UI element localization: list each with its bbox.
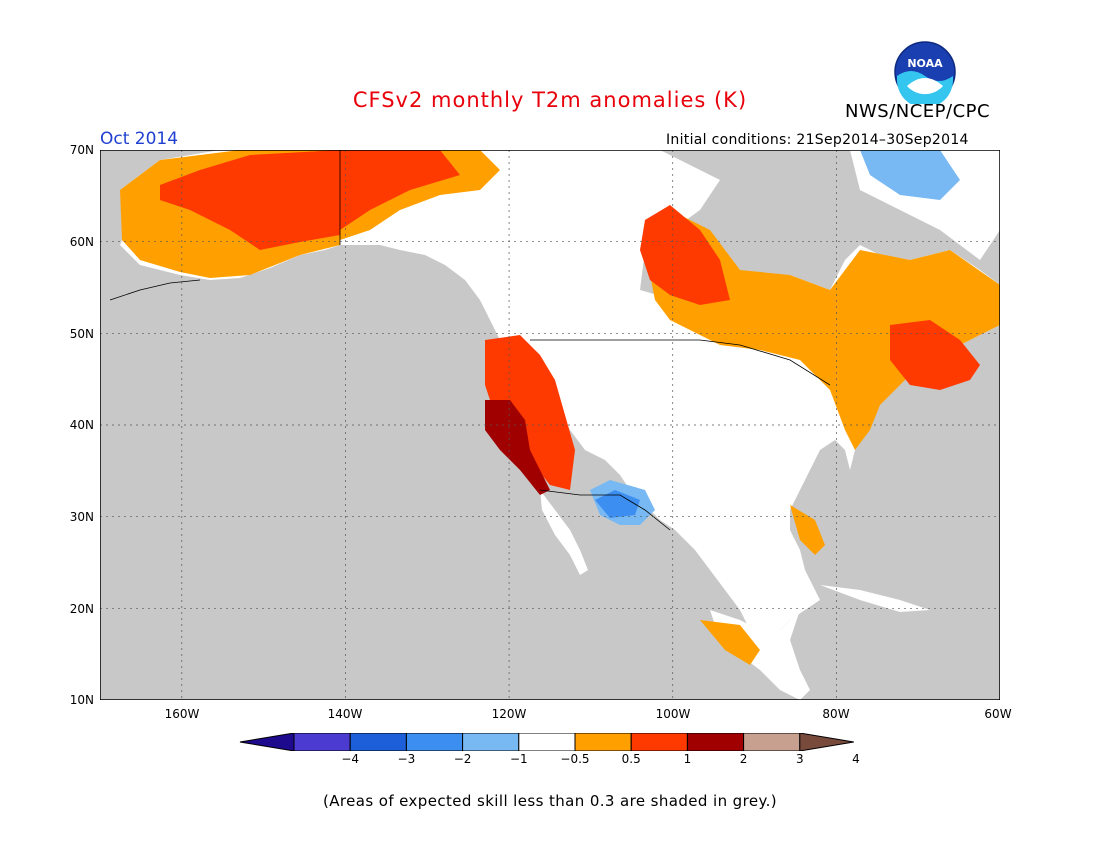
lat-label: 30N xyxy=(69,510,94,524)
colorbar-label: −3 xyxy=(397,752,416,766)
colorbar-label: 1 xyxy=(683,752,692,766)
colorbar-label: −2 xyxy=(453,752,472,766)
agency-label: NWS/NCEP/CPC xyxy=(845,101,991,122)
land-baja xyxy=(540,490,588,575)
land-aleutians xyxy=(109,279,201,301)
valid-month: Oct 2014 xyxy=(100,129,179,149)
colorbar-swatch xyxy=(574,733,632,751)
noaa-logo: NOAA xyxy=(894,41,956,104)
anomaly-fields xyxy=(120,150,1000,665)
colorbar-label: 3 xyxy=(795,752,804,766)
lon-label: 80W xyxy=(822,707,850,721)
footnote: (Areas of expected skill less than 0.3 a… xyxy=(322,792,778,810)
land-cuba xyxy=(820,585,930,612)
colorbar-swatch xyxy=(349,733,407,751)
colorbar-swatch xyxy=(293,733,351,751)
anomaly-greenland-blue xyxy=(860,150,960,200)
anomaly-nw-canada-red xyxy=(340,150,460,230)
colorbar-label: −4 xyxy=(341,752,360,766)
colorbar-max-arrow xyxy=(799,733,854,751)
lon-label: 140W xyxy=(327,707,363,721)
map-title: CFSv2 monthly T2m anomalies (K) xyxy=(352,88,748,112)
lon-label: 120W xyxy=(491,707,527,721)
colorbar-label: 2 xyxy=(739,752,748,766)
colorbar-label: 0.5 xyxy=(621,752,641,766)
us-canada-border xyxy=(530,339,831,386)
lat-label: 40N xyxy=(69,418,94,432)
anomaly-west-darkred xyxy=(485,400,550,495)
lon-label: 160W xyxy=(164,707,200,721)
lat-label: 70N xyxy=(69,143,94,157)
anomaly-west-red xyxy=(485,335,575,490)
anomaly-canada-central-red xyxy=(640,205,730,305)
colorbar-min-arrow xyxy=(239,733,295,751)
anomaly-new-england-red xyxy=(890,320,980,390)
colorbar-swatch xyxy=(405,733,464,751)
lon-label: 60W xyxy=(984,707,1012,721)
colorbar-swatch xyxy=(743,733,801,751)
colorbar-swatch xyxy=(630,733,688,751)
lat-label: 60N xyxy=(69,235,94,249)
land-north-america xyxy=(340,150,1000,640)
anomaly-alaska-red xyxy=(160,150,340,250)
anomaly-sw-deepblue xyxy=(595,490,640,518)
colorbar-label: −0.5 xyxy=(560,752,590,766)
lat-label: 50N xyxy=(69,327,94,341)
map-area xyxy=(100,150,1000,700)
lat-label: 20N xyxy=(69,602,94,616)
initial-conditions: Initial conditions: 21Sep2014–30Sep2014 xyxy=(666,132,969,148)
colorbar-swatch xyxy=(462,733,520,751)
graticule xyxy=(100,150,1000,700)
lon-label: 100W xyxy=(655,707,691,721)
colorbar-label: 4 xyxy=(852,752,860,766)
colorbar-swatch xyxy=(518,733,576,751)
colorbar-label: −1 xyxy=(509,752,528,766)
colorbar-swatch xyxy=(686,733,745,751)
anomaly-mexico-orange xyxy=(700,620,760,665)
anomaly-canada-east-orange xyxy=(645,210,1000,450)
noaa-logo-text: NOAA xyxy=(907,57,943,70)
colorbar xyxy=(239,733,854,751)
anomaly-florida-orange xyxy=(790,505,825,555)
lat-label: 10N xyxy=(69,693,94,707)
